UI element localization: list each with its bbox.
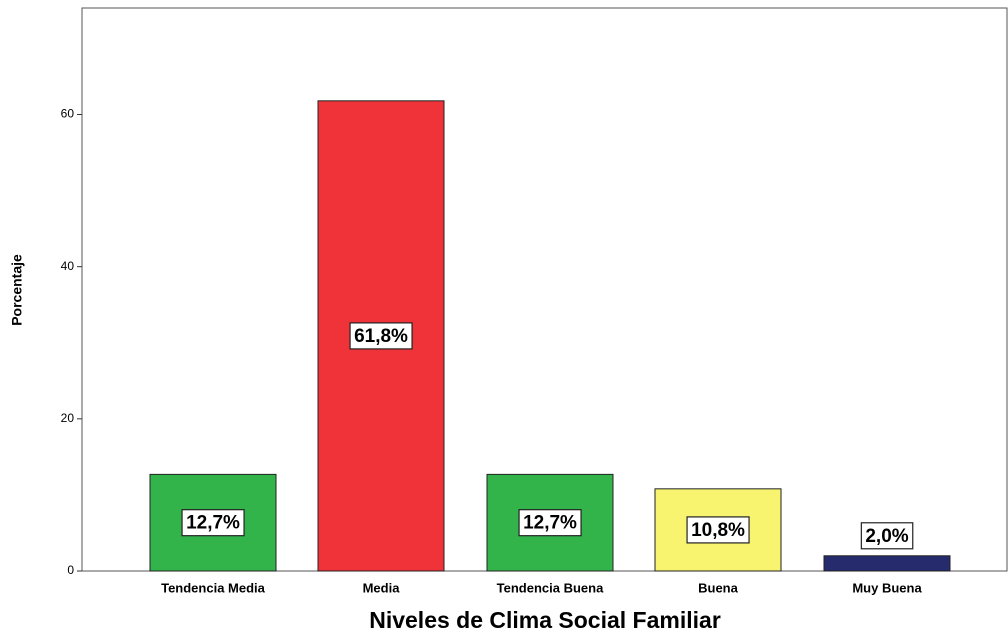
value-label-box <box>518 509 582 537</box>
value-label: 12,7% <box>523 513 577 534</box>
y-tick-label: 60 <box>61 107 75 121</box>
y-tick-label: 40 <box>61 259 75 273</box>
value-label-box <box>181 509 245 537</box>
x-tick-label: Tendencia Buena <box>497 580 604 595</box>
value-label: 2,0% <box>865 526 908 547</box>
y-tick-label: 0 <box>67 563 74 577</box>
value-label: 12,7% <box>186 513 240 534</box>
x-tick-label: Muy Buena <box>852 580 922 595</box>
value-label-box <box>860 522 914 550</box>
y-tick-label: 20 <box>61 411 75 425</box>
value-label-box <box>686 516 750 544</box>
value-label: 10,8% <box>691 520 745 541</box>
x-tick-label: Tendencia Media <box>161 580 266 595</box>
value-label-box <box>349 322 413 350</box>
value-label: 61,8% <box>354 326 408 347</box>
x-tick-label: Buena <box>698 580 739 595</box>
y-axis-label: Porcentaje <box>9 254 25 326</box>
x-axis-label: Niveles de Clima Social Familiar <box>369 607 721 633</box>
bar <box>823 555 951 572</box>
x-tick-label: Media <box>363 580 401 595</box>
